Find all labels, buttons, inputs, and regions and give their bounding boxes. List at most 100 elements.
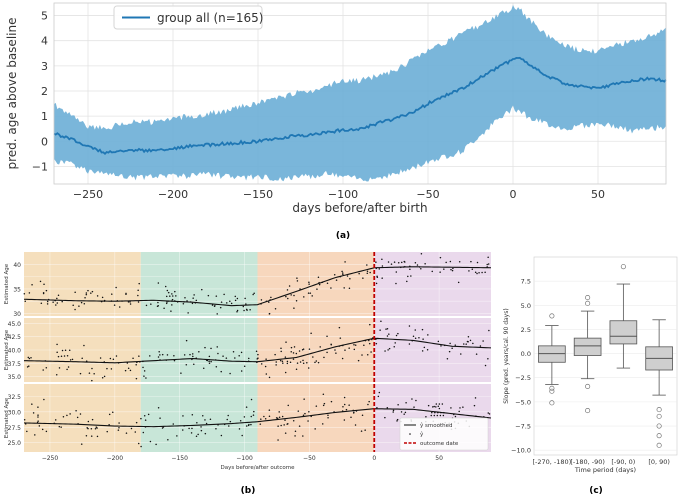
y-tick-label: 32.5 — [8, 394, 22, 401]
data-point — [129, 303, 132, 305]
data-point — [260, 418, 262, 420]
data-point — [229, 300, 231, 302]
data-point — [193, 294, 195, 296]
data-point — [487, 263, 490, 265]
y-tick-label: −2.5 — [515, 374, 531, 382]
data-point — [118, 306, 121, 308]
data-point — [32, 412, 35, 414]
data-point — [38, 425, 41, 427]
data-point — [91, 290, 94, 293]
data-point — [55, 304, 57, 306]
data-point — [295, 368, 298, 370]
y-tick-label: 37.5 — [8, 361, 22, 368]
data-point — [344, 349, 346, 351]
data-point — [303, 296, 305, 298]
data-point — [175, 295, 177, 297]
data-point — [239, 419, 242, 422]
data-point — [449, 342, 451, 345]
data-point — [37, 414, 39, 416]
data-point — [353, 348, 356, 351]
data-point — [225, 357, 228, 359]
data-point — [290, 350, 292, 353]
outlier-point — [585, 383, 591, 389]
data-point — [322, 393, 325, 395]
data-point — [249, 308, 251, 311]
data-point — [487, 256, 489, 259]
data-point — [317, 361, 320, 364]
data-point — [381, 258, 383, 260]
data-point — [474, 271, 477, 273]
y-tick-label: −7.5 — [515, 423, 531, 431]
data-point — [85, 293, 88, 296]
data-point — [109, 357, 112, 360]
data-point — [348, 287, 351, 289]
data-point — [458, 261, 461, 263]
data-point — [74, 308, 76, 311]
data-point — [445, 261, 447, 264]
data-point — [423, 346, 426, 349]
data-point — [110, 368, 113, 370]
data-point — [314, 361, 316, 364]
data-point — [125, 432, 128, 434]
data-point — [284, 432, 287, 434]
y-tick-label: 2.5 — [521, 326, 531, 334]
data-point — [321, 423, 324, 425]
data-point — [416, 264, 419, 266]
data-point — [183, 354, 186, 356]
data-point — [335, 279, 338, 281]
data-point — [42, 369, 44, 371]
data-point — [370, 351, 372, 353]
data-point — [265, 358, 267, 360]
data-point — [34, 434, 36, 436]
data-point — [143, 414, 146, 417]
data-point — [180, 372, 182, 374]
data-point — [375, 342, 378, 345]
data-point — [386, 328, 389, 330]
outlier-point — [656, 413, 662, 419]
data-point — [103, 375, 106, 378]
data-point — [295, 299, 298, 302]
data-point — [207, 294, 210, 297]
data-point — [366, 272, 369, 275]
data-point — [264, 417, 267, 420]
data-point — [476, 261, 479, 264]
data-point — [303, 398, 305, 400]
outlier-point — [585, 408, 591, 414]
data-point — [87, 289, 89, 292]
data-point — [308, 283, 310, 285]
data-point — [172, 295, 174, 297]
data-point — [106, 367, 108, 370]
data-point — [296, 280, 299, 282]
data-point — [137, 442, 140, 445]
data-point — [439, 414, 442, 417]
data-point — [96, 427, 98, 429]
data-point — [345, 408, 348, 411]
data-point — [173, 359, 176, 362]
data-point — [435, 403, 438, 405]
data-point — [433, 414, 436, 417]
box-3 — [609, 264, 638, 369]
y-tick-label: 35 — [13, 286, 21, 293]
data-point — [96, 435, 99, 438]
data-point — [318, 283, 321, 286]
box-iqr — [609, 320, 638, 345]
data-point — [458, 410, 460, 413]
data-point — [298, 350, 301, 352]
data-point — [91, 418, 94, 421]
data-point — [242, 305, 245, 308]
data-point — [439, 271, 441, 273]
data-point — [111, 293, 113, 295]
data-point — [188, 427, 190, 430]
data-point — [228, 425, 230, 427]
data-point — [176, 435, 178, 437]
data-point — [287, 297, 289, 300]
data-point — [257, 357, 259, 359]
data-point — [376, 275, 378, 277]
data-point — [80, 301, 83, 304]
x-tick-label: −250 — [42, 455, 59, 462]
data-point — [326, 282, 329, 284]
data-point — [415, 399, 417, 402]
data-point — [23, 419, 26, 421]
outlier-point — [656, 407, 662, 413]
